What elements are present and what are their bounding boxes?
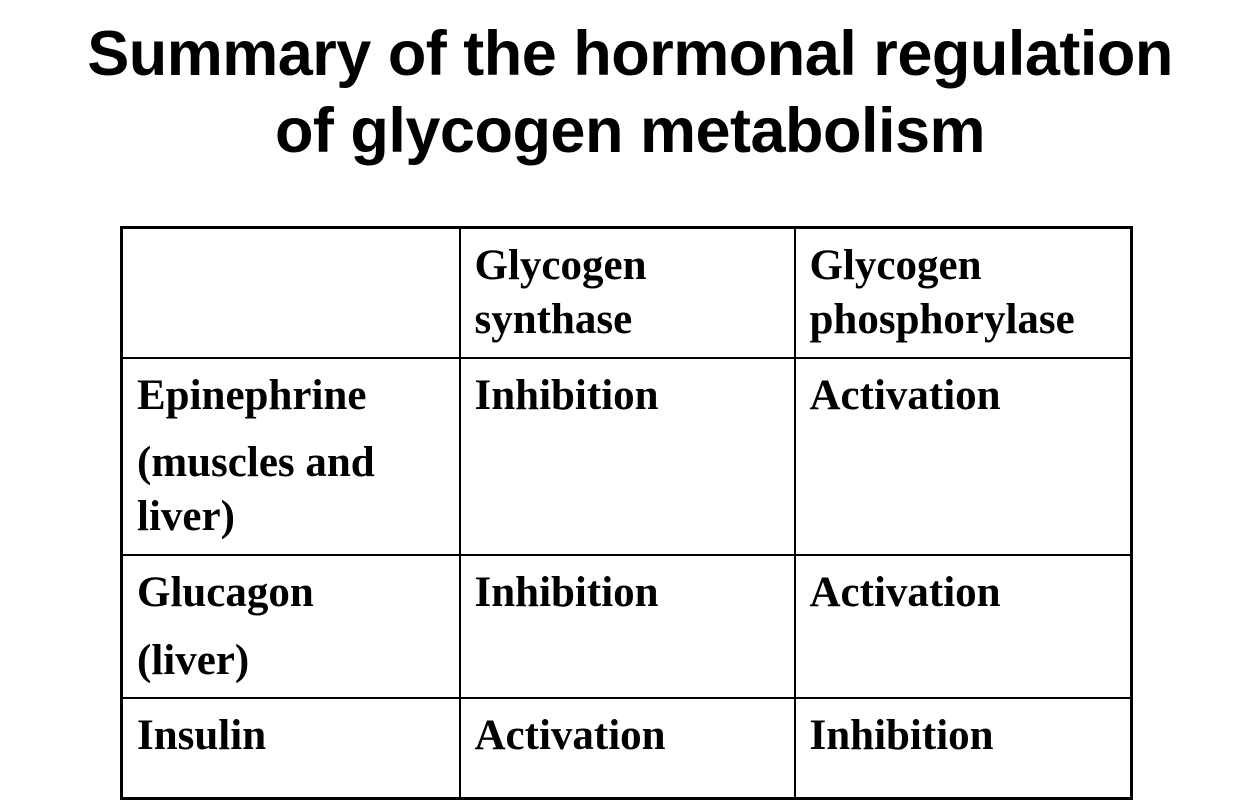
hormone-location: (liver) <box>137 636 250 684</box>
synthase-effect-cell: Activation <box>458 697 796 800</box>
hormonal-regulation-table: Glycogen synthase Glycogen phosphorylase… <box>120 226 1133 800</box>
synthase-effect-cell: Inhibition <box>458 356 796 556</box>
hormone-cell-epinephrine: Epinephrine (muscles and liver) <box>120 356 461 556</box>
table-row: Epinephrine (muscles and liver) Inhibiti… <box>120 356 1133 556</box>
table-header-row: Glycogen synthase Glycogen phosphorylase <box>120 226 1133 359</box>
phosphorylase-effect-cell: Activation <box>793 553 1133 700</box>
phosphorylase-effect-cell: Inhibition <box>793 697 1133 800</box>
hormone-location: (muscles and liver) <box>137 439 375 540</box>
page-title-line-1: Summary of the hormonal regulation <box>87 19 1173 89</box>
table-row: Insulin Activation Inhibition <box>120 697 1133 800</box>
header-cell-glycogen-phosphorylase: Glycogen phosphorylase <box>793 226 1133 359</box>
page-title-line-2: of glycogen metabolism <box>274 95 986 166</box>
header-cell-glycogen-synthase: Glycogen synthase <box>458 226 796 359</box>
table-row: Glucagon (liver) Inhibition Activation <box>120 553 1133 700</box>
hormone-name: Epinephrine <box>137 371 367 419</box>
phosphorylase-effect-cell: Activation <box>793 356 1133 556</box>
hormone-cell-glucagon: Glucagon (liver) <box>120 553 461 700</box>
hormone-name: Insulin <box>137 712 267 760</box>
header-cell-empty <box>120 226 461 359</box>
hormone-cell-insulin: Insulin <box>120 697 461 800</box>
hormone-name: Glucagon <box>137 568 314 616</box>
synthase-effect-cell: Inhibition <box>458 553 796 700</box>
page-title: Summary of the hormonal regulation of gl… <box>0 16 1260 170</box>
